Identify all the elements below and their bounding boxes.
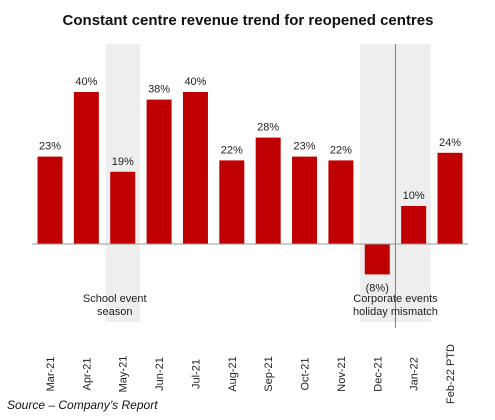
data-label-Sep-21: 28% — [257, 122, 279, 134]
data-label-Jun-21: 38% — [148, 84, 170, 96]
data-label-May-21: 19% — [112, 156, 134, 168]
bar-Apr-21 — [73, 92, 99, 244]
tick-label-Mar-21: Mar-21 — [45, 357, 57, 392]
data-label-Oct-21: 23% — [294, 141, 316, 153]
data-label-Jul-21: 40% — [184, 76, 206, 88]
data-label-Nov-21: 22% — [330, 144, 352, 156]
bar-Nov-21 — [328, 160, 354, 244]
bar-May-21 — [110, 171, 136, 244]
tick-label-Feb-22 PTD: Feb-22 PTD — [445, 344, 457, 404]
data-label-Dec-21: (8%) — [366, 282, 389, 294]
tick-label-Nov-21: Nov-21 — [336, 356, 348, 391]
bar-Sep-21 — [255, 137, 281, 244]
data-label-Mar-21: 23% — [39, 141, 61, 153]
annotation-1: School event season — [83, 293, 147, 318]
value-labels: 23% 40% 19% 38% 40% 22% 28% 23% 22% (8%) 10% 24% — [39, 76, 461, 294]
tick-label-Oct-21: Oct-21 — [300, 357, 312, 390]
data-label-Feb-22 PTD: 24% — [439, 137, 461, 149]
bar-Aug-21 — [219, 160, 245, 244]
tick-label-Aug-21: Aug-21 — [227, 356, 239, 391]
bar-Mar-21 — [37, 156, 63, 244]
tick-label-Dec-21: Dec-21 — [372, 356, 384, 391]
data-label-Aug-21: 22% — [221, 144, 243, 156]
bars — [37, 92, 463, 275]
tick-label-Jun-21: Jun-21 — [154, 357, 166, 391]
tick-label-Sep-21: Sep-21 — [263, 356, 275, 391]
chart-title: Constant centre revenue trend for reopen… — [63, 12, 434, 29]
bar-Jan-22 — [401, 206, 427, 244]
annotation-2: Corporate events holiday mismatch — [353, 293, 438, 318]
bar-Dec-21 — [364, 244, 390, 275]
bar-Jun-21 — [146, 99, 172, 244]
tick-label-May-21: May-21 — [118, 356, 130, 393]
shaded-regions — [105, 44, 431, 328]
bar-Jul-21 — [182, 92, 208, 244]
tick-label-Jan-22: Jan-22 — [409, 357, 421, 391]
annotations: School event season Corporate events holida… — [83, 293, 438, 318]
source-note: Source – Company’s Report — [7, 398, 158, 412]
tick-label-Apr-21: Apr-21 — [81, 357, 93, 390]
data-label-Jan-22: 10% — [403, 190, 425, 202]
x-tick-labels: Mar-21 Apr-21 May-21 Jun-21 Jul-21 Aug-21 Sep-… — [45, 344, 457, 404]
bar-Oct-21 — [292, 156, 318, 244]
tick-label-Jul-21: Jul-21 — [190, 359, 202, 389]
bar-Feb-22 PTD — [437, 152, 463, 244]
data-label-Apr-21: 40% — [75, 76, 97, 88]
